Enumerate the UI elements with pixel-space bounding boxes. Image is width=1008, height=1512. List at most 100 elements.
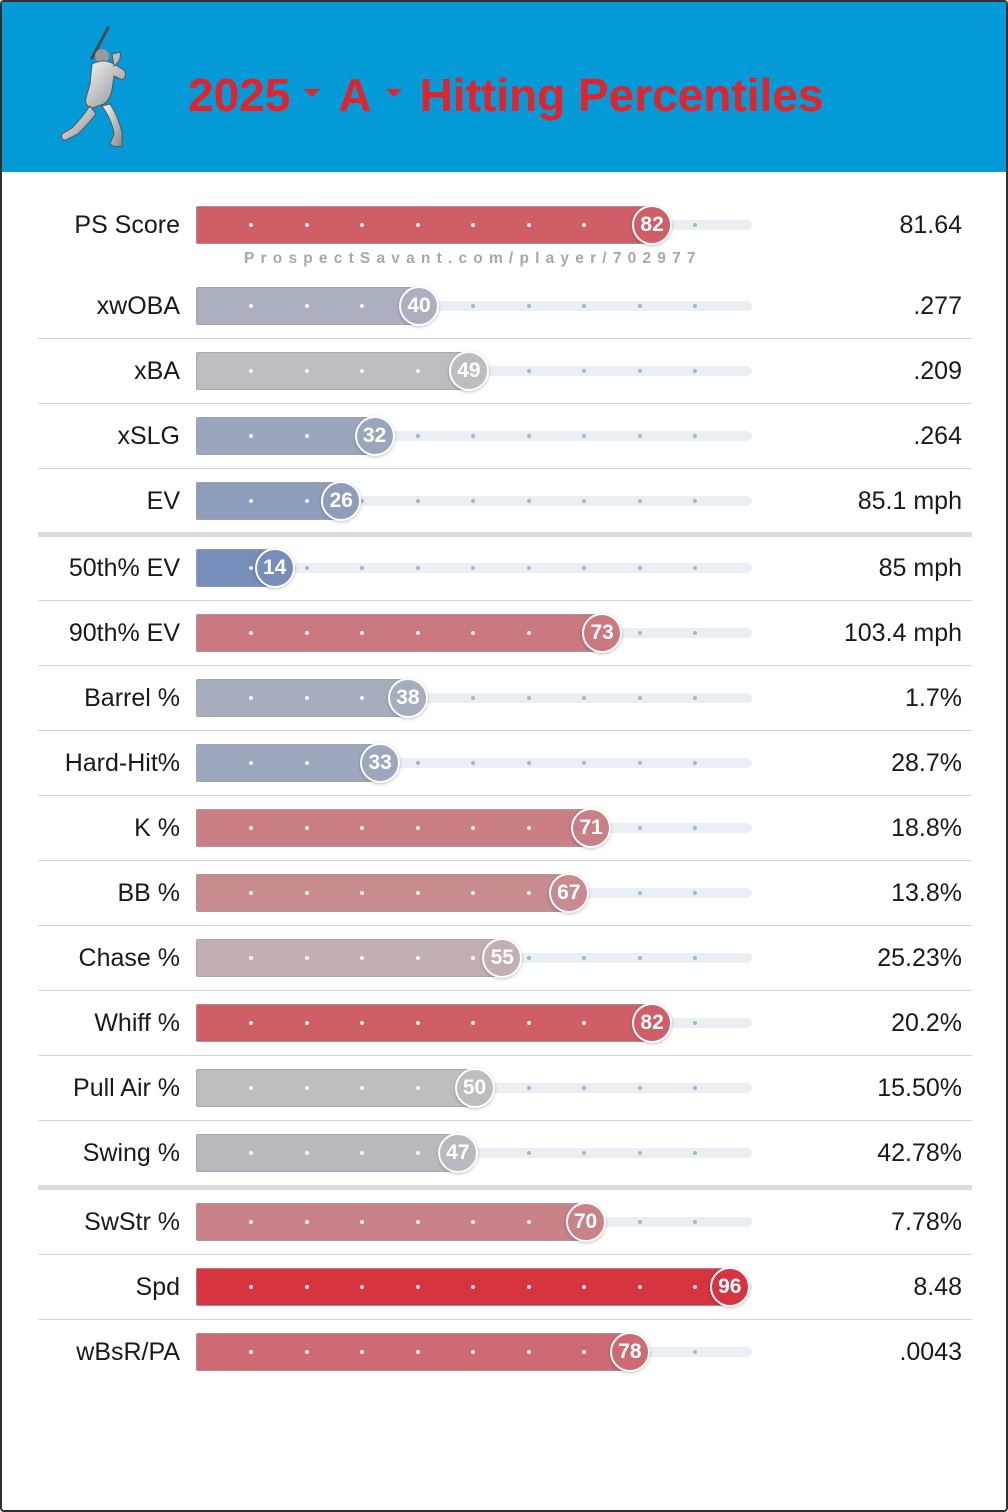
gridline-dot — [360, 369, 364, 373]
metric-row: Hard-Hit% 33 28.7% — [2, 738, 1006, 788]
gridline-dot — [249, 1285, 253, 1289]
gridline-dot — [360, 631, 364, 635]
gridline-dot — [693, 369, 697, 373]
percentile-badge: 55 — [482, 938, 523, 978]
gridline-dot — [416, 434, 420, 438]
gridline-dot — [305, 1220, 309, 1224]
gridline-dot — [527, 1086, 531, 1090]
gridline-dot — [471, 891, 475, 895]
gridline-dot — [249, 369, 253, 373]
percentile-bar — [196, 874, 569, 912]
gridline-dot — [582, 369, 586, 373]
gridline-dot — [416, 1285, 420, 1289]
level-dropdown-caret-icon[interactable] — [385, 89, 402, 97]
gridline-dot — [305, 1151, 309, 1155]
metric-row: xwOBA 40 .277 — [2, 281, 1006, 331]
title-text: Hitting Percentiles — [419, 69, 824, 121]
gridline-dot — [693, 826, 697, 830]
gridline-dot — [527, 696, 531, 700]
gridline-dot — [249, 891, 253, 895]
metric-row: xBA 49 .209 — [2, 346, 1006, 396]
metric-row: 50th% EV 14 85 mph — [2, 543, 1006, 593]
percentile-badge: 33 — [360, 743, 401, 783]
gridline-dot — [582, 1350, 586, 1354]
gridline-dot — [416, 826, 420, 830]
gridline-dot — [249, 304, 253, 308]
year-dropdown-caret-icon[interactable] — [304, 89, 321, 97]
percentile-bar — [196, 1203, 586, 1241]
gridline-dot — [527, 499, 531, 503]
metric-label: Chase % — [78, 944, 180, 972]
gridline-dot — [416, 631, 420, 635]
percentile-badge: 40 — [399, 286, 439, 326]
gridline-dot — [527, 369, 531, 373]
gridline-dot — [416, 1021, 420, 1025]
gridline-dot — [527, 566, 531, 570]
metric-row: K % 71 18.8% — [2, 803, 1006, 853]
metric-label: 50th% EV — [68, 554, 180, 582]
gridline-dot — [416, 956, 420, 960]
percentile-bar — [196, 206, 653, 244]
gridline-dot — [249, 499, 253, 503]
gridline-dot — [638, 631, 642, 635]
gridline-dot — [416, 891, 420, 895]
percentile-badge: 96 — [709, 1267, 750, 1307]
gridline-dot — [582, 1021, 586, 1025]
gridline-dot — [527, 223, 531, 227]
gridline-dot — [693, 499, 697, 503]
gridline-dot — [305, 1285, 309, 1289]
metric-value: .264 — [913, 422, 962, 450]
gridline-dot — [582, 1285, 586, 1289]
gridline-dot — [638, 696, 642, 700]
row-divider — [38, 730, 972, 731]
gridline-dot — [360, 499, 364, 503]
metric-value: 28.7% — [891, 749, 962, 777]
percentile-badge: 82 — [632, 205, 673, 245]
gridline-dot — [693, 631, 697, 635]
metric-label: K % — [134, 814, 180, 842]
row-divider — [38, 403, 972, 404]
gridline-dot — [693, 1220, 697, 1224]
gridline-dot — [693, 956, 697, 960]
metric-label: SwStr % — [84, 1208, 180, 1236]
gridline-dot — [693, 434, 697, 438]
gridline-dot — [471, 956, 475, 960]
section-divider — [38, 532, 972, 537]
metric-label: Barrel % — [84, 684, 180, 712]
gridline-dot — [471, 566, 475, 570]
gridline-dot — [471, 761, 475, 765]
gridline-dot — [582, 223, 586, 227]
gridline-dot — [693, 696, 697, 700]
gridline-dot — [305, 761, 309, 765]
percentile-bar — [196, 679, 408, 717]
gridline-dot — [693, 1350, 697, 1354]
percentile-bar — [196, 482, 342, 520]
row-divider — [38, 1254, 972, 1255]
gridline-dot — [249, 696, 253, 700]
percentile-bar — [196, 1069, 475, 1107]
row-divider — [38, 1120, 972, 1121]
gridline-dot — [527, 956, 531, 960]
metric-row: PS Score 82 81.64 — [2, 200, 1006, 250]
gridline-dot — [527, 761, 531, 765]
metric-label: wBsR/PA — [76, 1338, 180, 1366]
gridline-dot — [638, 304, 642, 308]
level-selector[interactable]: A — [338, 69, 372, 121]
gridline-dot — [305, 223, 309, 227]
percentile-bar — [196, 1333, 630, 1371]
row-divider — [38, 860, 972, 861]
gridline-dot — [638, 1220, 642, 1224]
gridline-dot — [360, 1285, 364, 1289]
metric-label: 90th% EV — [68, 619, 180, 647]
gridline-dot — [527, 1285, 531, 1289]
gridline-dot — [249, 1021, 253, 1025]
metric-row: wBsR/PA 78 .0043 — [2, 1327, 1006, 1377]
percentile-bar — [196, 939, 503, 977]
gridline-dot — [638, 1086, 642, 1090]
percentile-badge: 14 — [254, 548, 295, 588]
gridline-dot — [638, 956, 642, 960]
year-selector[interactable]: 2025 — [188, 69, 291, 121]
metric-row: Pull Air % 50 15.50% — [2, 1063, 1006, 1113]
gridline-dot — [416, 1220, 420, 1224]
